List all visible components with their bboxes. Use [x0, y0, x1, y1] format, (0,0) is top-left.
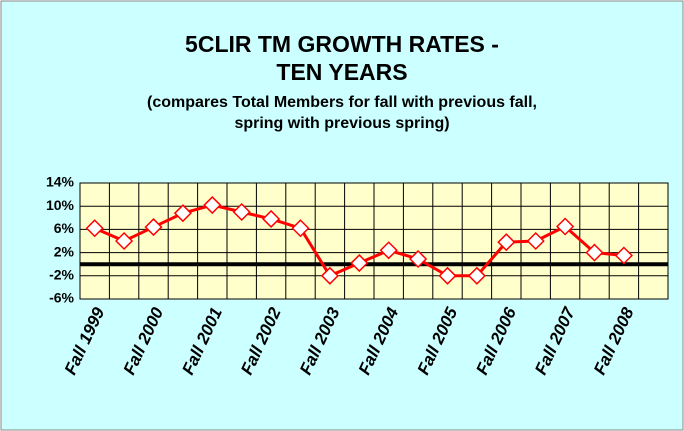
y-tick-label: 14% [46, 174, 75, 190]
data-point [585, 243, 604, 262]
y-tick-label: 2% [54, 243, 75, 259]
data-point [438, 266, 457, 285]
chart-subtitle: (compares Total Members for fall with pr… [147, 94, 537, 111]
data-point [291, 219, 310, 238]
chart-subtitle: spring with previous spring) [234, 115, 449, 132]
data-point [409, 249, 428, 269]
data-point [232, 202, 251, 222]
data-point [379, 241, 398, 260]
data-point [115, 231, 134, 251]
data-point [556, 217, 575, 236]
data-point [262, 209, 281, 229]
chart-title: TEN YEARS [276, 59, 407, 85]
y-tick-label: 6% [54, 220, 75, 236]
data-point [526, 231, 545, 251]
data-point [467, 266, 486, 285]
data-point [350, 253, 369, 273]
data-point [320, 266, 339, 285]
y-tick-label: -2% [49, 267, 74, 283]
y-tick-label: -6% [49, 290, 74, 306]
data-point [614, 246, 633, 265]
data-point [85, 219, 104, 238]
data-point [173, 204, 192, 223]
data-point [203, 195, 222, 215]
data-point [497, 233, 516, 252]
y-tick-label: 10% [46, 197, 75, 213]
chart-title: 5CLIR TM GROWTH RATES - [185, 31, 499, 57]
data-point [144, 218, 163, 237]
